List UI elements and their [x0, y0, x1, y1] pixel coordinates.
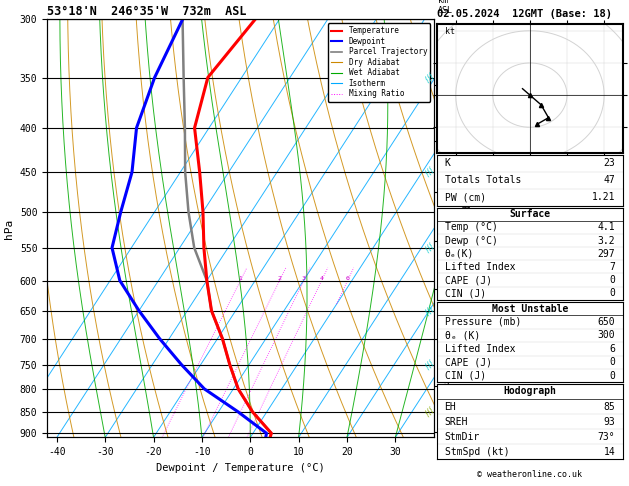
Text: SREH: SREH: [445, 417, 468, 427]
Text: ///: ///: [424, 405, 437, 418]
Y-axis label: Mixing Ratio (g/kg): Mixing Ratio (g/kg): [460, 173, 470, 284]
Text: 7: 7: [610, 262, 615, 272]
Text: ///: ///: [424, 166, 437, 178]
Text: StmSpd (kt): StmSpd (kt): [445, 447, 509, 457]
Text: Totals Totals: Totals Totals: [445, 175, 521, 185]
Text: km
ASL: km ASL: [438, 0, 453, 15]
Text: 93: 93: [604, 417, 615, 427]
Text: 297: 297: [598, 249, 615, 259]
Y-axis label: hPa: hPa: [4, 218, 14, 239]
Text: 53°18'N  246°35'W  732m  ASL: 53°18'N 246°35'W 732m ASL: [47, 5, 247, 18]
Text: Lifted Index: Lifted Index: [445, 262, 515, 272]
Text: 14: 14: [604, 447, 615, 457]
Text: 3: 3: [302, 276, 306, 280]
Text: 650: 650: [598, 317, 615, 327]
Text: CAPE (J): CAPE (J): [445, 357, 492, 367]
Text: CIN (J): CIN (J): [445, 371, 486, 381]
Text: CIN (J): CIN (J): [445, 288, 486, 298]
Text: Surface: Surface: [509, 209, 550, 219]
Legend: Temperature, Dewpoint, Parcel Trajectory, Dry Adiabat, Wet Adiabat, Isotherm, Mi: Temperature, Dewpoint, Parcel Trajectory…: [328, 23, 430, 102]
Text: 1.21: 1.21: [592, 192, 615, 202]
Text: 85: 85: [604, 401, 615, 412]
Text: θₑ (K): θₑ (K): [445, 330, 480, 340]
Text: Temp (°C): Temp (°C): [445, 222, 498, 232]
Text: 0: 0: [610, 288, 615, 298]
Text: Pressure (mb): Pressure (mb): [445, 317, 521, 327]
X-axis label: Dewpoint / Temperature (°C): Dewpoint / Temperature (°C): [156, 463, 325, 473]
Text: kt: kt: [445, 27, 455, 36]
Text: θₑ(K): θₑ(K): [445, 249, 474, 259]
Text: ///: ///: [424, 358, 437, 371]
Text: Hodograph: Hodograph: [503, 386, 557, 397]
Text: 2: 2: [277, 276, 282, 280]
Text: CAPE (J): CAPE (J): [445, 275, 492, 285]
Text: 4.1: 4.1: [598, 222, 615, 232]
Text: ///: ///: [424, 242, 437, 254]
Text: 4: 4: [320, 276, 324, 280]
Text: EH: EH: [445, 401, 456, 412]
Text: 300: 300: [598, 330, 615, 340]
Text: Most Unstable: Most Unstable: [492, 304, 568, 313]
Text: Dewp (°C): Dewp (°C): [445, 236, 498, 245]
Text: 73°: 73°: [598, 432, 615, 442]
Text: ///: ///: [424, 304, 437, 317]
Text: 02.05.2024  12GMT (Base: 18): 02.05.2024 12GMT (Base: 18): [437, 9, 612, 19]
Text: 6: 6: [346, 276, 350, 280]
Text: 47: 47: [604, 175, 615, 185]
Text: © weatheronline.co.uk: © weatheronline.co.uk: [477, 470, 582, 479]
Text: 1: 1: [238, 276, 242, 280]
Text: PW (cm): PW (cm): [445, 192, 486, 202]
Text: StmDir: StmDir: [445, 432, 480, 442]
Text: 0: 0: [610, 275, 615, 285]
Text: 6: 6: [610, 344, 615, 354]
Text: 0: 0: [610, 357, 615, 367]
Text: ///: ///: [424, 71, 437, 84]
Text: 23: 23: [604, 158, 615, 169]
Text: LCL: LCL: [438, 429, 453, 438]
Text: Lifted Index: Lifted Index: [445, 344, 515, 354]
Text: 0: 0: [610, 371, 615, 381]
Text: K: K: [445, 158, 450, 169]
Text: 3.2: 3.2: [598, 236, 615, 245]
